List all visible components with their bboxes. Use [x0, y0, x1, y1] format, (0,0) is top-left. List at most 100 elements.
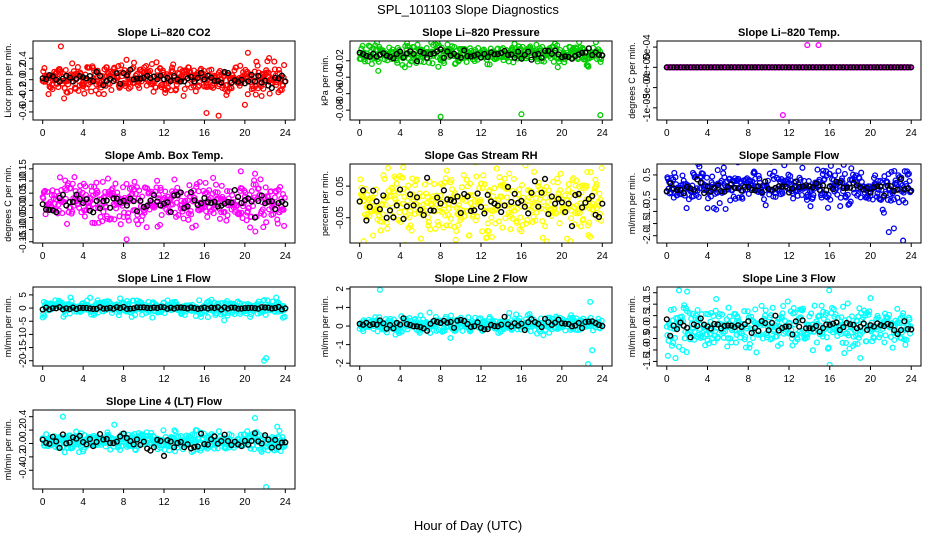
- mean-point: [545, 211, 552, 218]
- y-axis: 0.40.20.0-0.2-0.4-0.6: [18, 51, 33, 121]
- mean-point: [809, 184, 816, 191]
- data-point: [263, 219, 270, 226]
- data-point: [880, 209, 887, 216]
- data-point: [714, 334, 722, 341]
- data-point: [545, 187, 552, 194]
- mean-point: [897, 176, 905, 183]
- data-point: [906, 177, 913, 185]
- mean-point: [157, 304, 164, 311]
- mean-point: [887, 64, 895, 71]
- data-point: [111, 216, 118, 223]
- data-point: [404, 41, 411, 47]
- mean-point: [877, 322, 884, 329]
- mean-point: [863, 184, 871, 191]
- data-point: [565, 186, 572, 193]
- data-point: [496, 174, 503, 181]
- data-point: [830, 306, 837, 313]
- y-tick-label: 1.5: [642, 285, 653, 299]
- mean-point: [110, 77, 117, 85]
- mean-point: [819, 324, 827, 332]
- mean-point: [238, 305, 245, 312]
- data-point: [533, 209, 540, 216]
- mean-point: [467, 323, 475, 331]
- mean-point: [262, 77, 269, 84]
- data-point: [797, 176, 804, 183]
- mean-point: [76, 72, 83, 80]
- data-point: [672, 355, 679, 362]
- data-point: [202, 179, 209, 186]
- mean-point: [751, 324, 759, 332]
- mean-point: [164, 199, 171, 206]
- mean-point: [248, 71, 255, 79]
- mean-point: [826, 64, 833, 71]
- data-point: [184, 81, 191, 88]
- data-point: [583, 183, 590, 190]
- data-point: [781, 164, 788, 169]
- x-tick-label: 12: [158, 374, 170, 385]
- mean-point: [204, 305, 211, 312]
- y-tick-label: -1.5: [642, 215, 653, 233]
- data-point: [376, 212, 383, 219]
- data-point: [499, 224, 506, 231]
- data-point: [889, 344, 896, 351]
- mean-point: [823, 64, 830, 71]
- mean-point: [440, 187, 448, 194]
- data-point: [735, 194, 742, 201]
- data-point: [554, 42, 561, 49]
- mean-point: [745, 64, 752, 71]
- data-point: [166, 447, 173, 454]
- data-point: [41, 65, 48, 72]
- y-tick-label: 0: [18, 305, 29, 311]
- mean-point: [813, 180, 820, 187]
- mean-point: [772, 64, 779, 71]
- data-point: [725, 304, 732, 311]
- mean-point: [224, 198, 232, 206]
- data-point: [712, 307, 719, 314]
- data-point: [100, 208, 107, 215]
- mean-point: [444, 196, 451, 203]
- data-point: [472, 164, 478, 166]
- mean-point: [748, 186, 755, 194]
- data-point: [130, 59, 138, 66]
- mean-point: [397, 186, 404, 193]
- data-point: [208, 66, 215, 73]
- y-tick-label: 0.10: [18, 171, 29, 191]
- data-point: [132, 190, 139, 197]
- data-point: [247, 224, 254, 231]
- mean-point: [741, 64, 749, 71]
- mean-point: [184, 75, 191, 82]
- data-point: [834, 191, 841, 198]
- mean-point: [130, 198, 137, 205]
- mean-point: [595, 213, 603, 221]
- data-point: [154, 177, 161, 184]
- mean-point: [819, 182, 827, 189]
- panel-title: Slope Gas Stream RH: [424, 150, 537, 162]
- data-point: [518, 228, 525, 235]
- data-point: [91, 220, 98, 227]
- data-point: [107, 215, 114, 222]
- mean-point: [887, 321, 895, 329]
- mean-point: [690, 64, 698, 71]
- mean-point: [39, 75, 46, 82]
- data-point: [823, 334, 830, 341]
- outlier-point: [203, 109, 210, 117]
- figure-x-axis-label: Hour of Day (UTC): [414, 518, 522, 533]
- data-point: [252, 91, 259, 98]
- data-point: [519, 43, 526, 50]
- x-axis: 0 4 8 12 16 20 24: [40, 243, 291, 262]
- data-point: [45, 91, 52, 98]
- x-tick-label: 0: [40, 251, 46, 262]
- outlier-point: [597, 112, 604, 119]
- mean-point: [464, 52, 471, 60]
- mean-point: [829, 186, 837, 193]
- data-point: [467, 327, 474, 334]
- mean-point: [816, 328, 823, 335]
- data-point: [218, 209, 225, 216]
- data-point: [59, 210, 66, 217]
- y-tick-label: -1.0: [642, 341, 653, 359]
- mean-point: [194, 74, 201, 82]
- mean-point: [863, 64, 871, 71]
- data-point: [841, 350, 848, 357]
- mean-point: [268, 84, 275, 92]
- mean-point: [748, 64, 755, 71]
